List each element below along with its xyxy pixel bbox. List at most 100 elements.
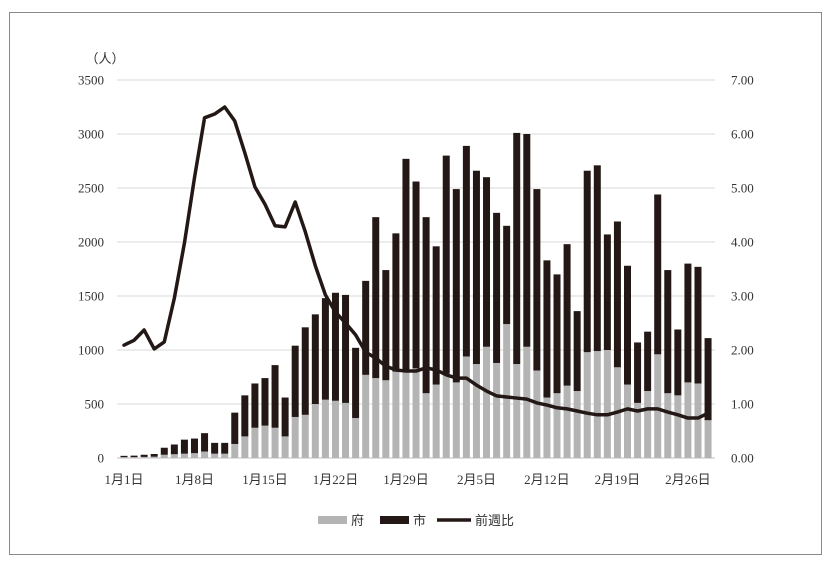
line-series bbox=[122, 105, 710, 420]
bar-shi bbox=[654, 194, 662, 355]
bar-fu bbox=[180, 453, 188, 458]
bar-shi bbox=[190, 438, 198, 454]
bar-shi bbox=[422, 217, 430, 394]
bar-fu bbox=[593, 351, 601, 458]
y2-tick-label: 4.00 bbox=[731, 235, 754, 250]
bar-shi bbox=[684, 263, 692, 383]
bar-fu bbox=[211, 453, 219, 458]
bar-fu bbox=[261, 425, 269, 458]
x-tick-label: 1月29日 bbox=[383, 472, 429, 487]
bar-shi bbox=[664, 270, 672, 394]
x-tick-label: 1月22日 bbox=[313, 472, 359, 487]
bar-shi bbox=[211, 442, 219, 454]
bar-shi bbox=[523, 134, 531, 347]
bar-fu bbox=[311, 404, 319, 458]
y2-tick-label: 1.00 bbox=[731, 397, 754, 412]
bar-shi bbox=[251, 383, 259, 428]
bar-fu bbox=[513, 364, 521, 458]
bar-shi bbox=[462, 145, 470, 357]
legend-label-fu: 府 bbox=[351, 513, 364, 528]
bar-fu bbox=[170, 454, 178, 458]
x-tick-label: 2月26日 bbox=[665, 472, 711, 487]
bar-fu bbox=[493, 362, 501, 458]
bar-fu bbox=[624, 384, 631, 458]
bar-fu bbox=[251, 427, 259, 458]
bar-shi bbox=[362, 280, 370, 375]
bar-shi bbox=[342, 294, 350, 403]
bar-shi bbox=[503, 225, 511, 325]
bar-shi bbox=[704, 338, 712, 421]
bar-shi bbox=[583, 170, 591, 353]
bar-fu bbox=[140, 456, 148, 458]
y-tick-label: 1500 bbox=[78, 289, 104, 304]
bar-shi bbox=[442, 155, 450, 374]
bar-fu bbox=[120, 457, 128, 458]
bar-shi bbox=[180, 439, 188, 454]
bar-fu bbox=[331, 400, 339, 458]
bar-shi bbox=[493, 212, 501, 363]
bar-shi bbox=[231, 412, 239, 444]
y2-tick-label: 7.00 bbox=[731, 73, 754, 88]
bar-fu bbox=[241, 436, 249, 458]
bar-shi bbox=[321, 298, 329, 400]
legend-label-week-ratio: 前週比 bbox=[475, 513, 514, 528]
bar-fu bbox=[563, 385, 571, 458]
bar-shi bbox=[311, 314, 319, 404]
legend-swatch-fu bbox=[318, 516, 347, 524]
bar-fu bbox=[412, 368, 420, 458]
legend-item-shi: 市 bbox=[380, 513, 426, 528]
bar-fu bbox=[221, 453, 229, 458]
bar-shi bbox=[603, 234, 611, 350]
y2-tick-label: 2.00 bbox=[731, 343, 754, 358]
bar-fu bbox=[392, 371, 400, 458]
bar-fu bbox=[654, 354, 662, 458]
bar-shi bbox=[301, 327, 309, 415]
bar-fu bbox=[523, 346, 531, 458]
bar-fu bbox=[442, 373, 450, 458]
bar-fu bbox=[503, 324, 511, 458]
bar-shi bbox=[624, 265, 631, 385]
bar-fu bbox=[422, 393, 430, 458]
legend-swatch-shi bbox=[380, 516, 409, 524]
bar-shi bbox=[563, 244, 571, 386]
bar-fu bbox=[382, 380, 390, 458]
bar-shi bbox=[432, 246, 440, 385]
bar-shi bbox=[634, 342, 642, 403]
bar-fu bbox=[352, 418, 360, 458]
bar-fu bbox=[684, 382, 692, 458]
bar-series bbox=[120, 132, 712, 458]
week-ratio-line bbox=[122, 105, 710, 420]
bar-fu bbox=[664, 393, 672, 458]
legend-item-fu: 府 bbox=[318, 513, 364, 528]
bar-fu bbox=[573, 391, 581, 458]
bar-shi bbox=[573, 311, 581, 392]
bar-fu bbox=[372, 378, 380, 458]
bar-fu bbox=[432, 384, 440, 458]
bar-shi bbox=[392, 233, 400, 372]
bar-fu bbox=[150, 456, 158, 458]
y2-tick-label: 3.00 bbox=[731, 289, 754, 304]
bar-fu bbox=[402, 371, 410, 458]
bar-shi bbox=[553, 274, 561, 394]
bar-shi bbox=[472, 170, 480, 365]
x-axis-ticks: 1月1日 1月8日 1月15日 1月22日 1月29日 2月5日 2月12日 2月19日 2月2… bbox=[104, 472, 710, 487]
bar-shi bbox=[674, 329, 682, 396]
y2-tick-label: 0.00 bbox=[731, 451, 754, 466]
left-axis-label: （人） bbox=[85, 51, 124, 66]
left-axis-ticks: 0 500 1000 1500 2000 2500 3000 3500 bbox=[78, 73, 104, 466]
bar-fu bbox=[533, 370, 541, 458]
bar-fu bbox=[321, 399, 329, 458]
y2-tick-label: 6.00 bbox=[731, 127, 754, 142]
bar-shi bbox=[483, 177, 491, 347]
y-tick-label: 2000 bbox=[78, 235, 104, 250]
bar-fu bbox=[130, 457, 138, 458]
bar-shi bbox=[291, 345, 299, 417]
bar-shi bbox=[150, 454, 158, 457]
bar-shi bbox=[170, 444, 178, 455]
y-tick-label: 0 bbox=[98, 451, 105, 466]
bar-shi bbox=[412, 181, 420, 369]
bar-shi bbox=[613, 221, 621, 368]
x-tick-label: 2月19日 bbox=[595, 472, 641, 487]
bar-shi bbox=[694, 266, 702, 384]
bar-fu bbox=[301, 414, 309, 458]
